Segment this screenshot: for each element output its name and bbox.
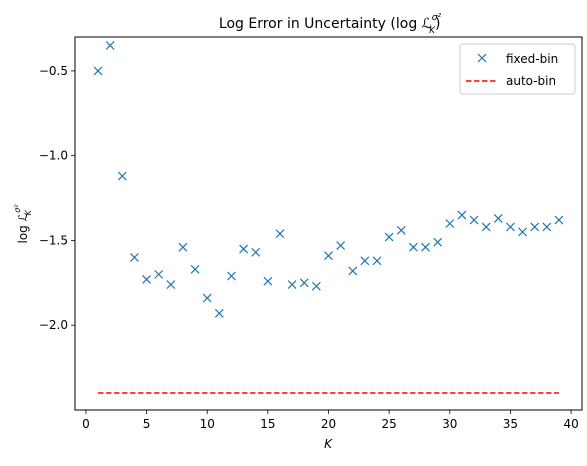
svg-text:log ℒσ²K: log ℒσ²K: [13, 204, 33, 244]
fixed-bin-point: [299, 278, 309, 288]
legend-marker-fixed-bin: [477, 53, 487, 63]
y-tick-label: −2.0: [39, 318, 68, 332]
x-tick-label: 25: [382, 417, 397, 431]
fixed-bin-point: [469, 215, 479, 225]
x-tick-label: 0: [82, 417, 90, 431]
x-axis: 0 5 10 15 20 25 30 35 40: [82, 410, 579, 431]
x-tick-label: 15: [260, 417, 275, 431]
fixed-bin-point: [336, 241, 346, 250]
x-tick-label: 10: [200, 417, 215, 431]
fixed-bin-point: [384, 232, 394, 242]
y-tick-label: −1.0: [39, 149, 68, 163]
fixed-bin-point: [142, 275, 151, 284]
fixed-bin-point: [360, 256, 370, 266]
fixed-bin-point: [287, 280, 297, 289]
fixed-bin-point: [190, 264, 200, 274]
fixed-bin-point: [408, 242, 418, 252]
y-tick-label: −0.5: [39, 64, 68, 78]
fixed-bin-point: [530, 222, 540, 232]
fixed-bin-point: [518, 227, 527, 237]
y-axis: −2.0 −1.5 −1.0 −0.5: [39, 64, 75, 332]
fixed-bin-point: [154, 269, 164, 279]
fixed-bin-point: [263, 276, 273, 286]
x-tick-label: 40: [563, 417, 578, 431]
series-layer: [93, 41, 564, 394]
chart-title: Log Error in Uncertainty (log ℒσ² K): [219, 13, 442, 36]
legend: fixed-bin auto-bin: [459, 43, 576, 95]
y-tick-label: −1.5: [39, 233, 68, 247]
fixed-bin-point: [214, 308, 224, 318]
x-tick-label: 30: [442, 417, 457, 431]
fixed-bin-point: [166, 280, 176, 289]
fixed-bin-point: [433, 237, 443, 247]
fixed-bin-point: [93, 66, 103, 76]
fixed-bin-point: [275, 229, 285, 239]
legend-box: [459, 43, 576, 95]
x-axis-label: K: [324, 437, 333, 451]
legend-label-auto-bin: auto-bin: [506, 74, 556, 88]
legend-label-fixed-bin: fixed-bin: [506, 52, 558, 66]
fixed-bin-point: [493, 213, 503, 223]
y-axis-label: log ℒσ²K: [13, 204, 33, 244]
fixed-bin-point: [239, 244, 249, 254]
x-tick-label: 5: [143, 417, 151, 431]
fixed-bin-point: [542, 222, 552, 232]
fixed-bin-point: [202, 293, 212, 303]
fixed-bin-point: [348, 266, 358, 276]
fixed-bin-point: [372, 256, 382, 266]
fixed-bin-point: [396, 225, 406, 235]
fixed-bin-point: [506, 222, 515, 232]
fixed-bin-point: [457, 210, 467, 220]
fixed-bin-point: [227, 271, 236, 281]
fixed-bin-point: [445, 219, 455, 228]
fixed-bin-point: [324, 251, 333, 261]
fixed-bin-point: [130, 252, 139, 262]
fixed-bin-point: [481, 222, 491, 232]
fixed-bin-point: [311, 281, 321, 291]
fixed-bin-point: [178, 242, 188, 252]
x-tick-label: 20: [321, 417, 336, 431]
fixed-bin-point: [421, 242, 430, 252]
fixed-bin-point: [117, 171, 127, 181]
fixed-bin-point: [554, 215, 564, 225]
fixed-bin-point: [105, 41, 115, 50]
fixed-bin-point: [251, 247, 261, 257]
x-tick-label: 35: [503, 417, 518, 431]
